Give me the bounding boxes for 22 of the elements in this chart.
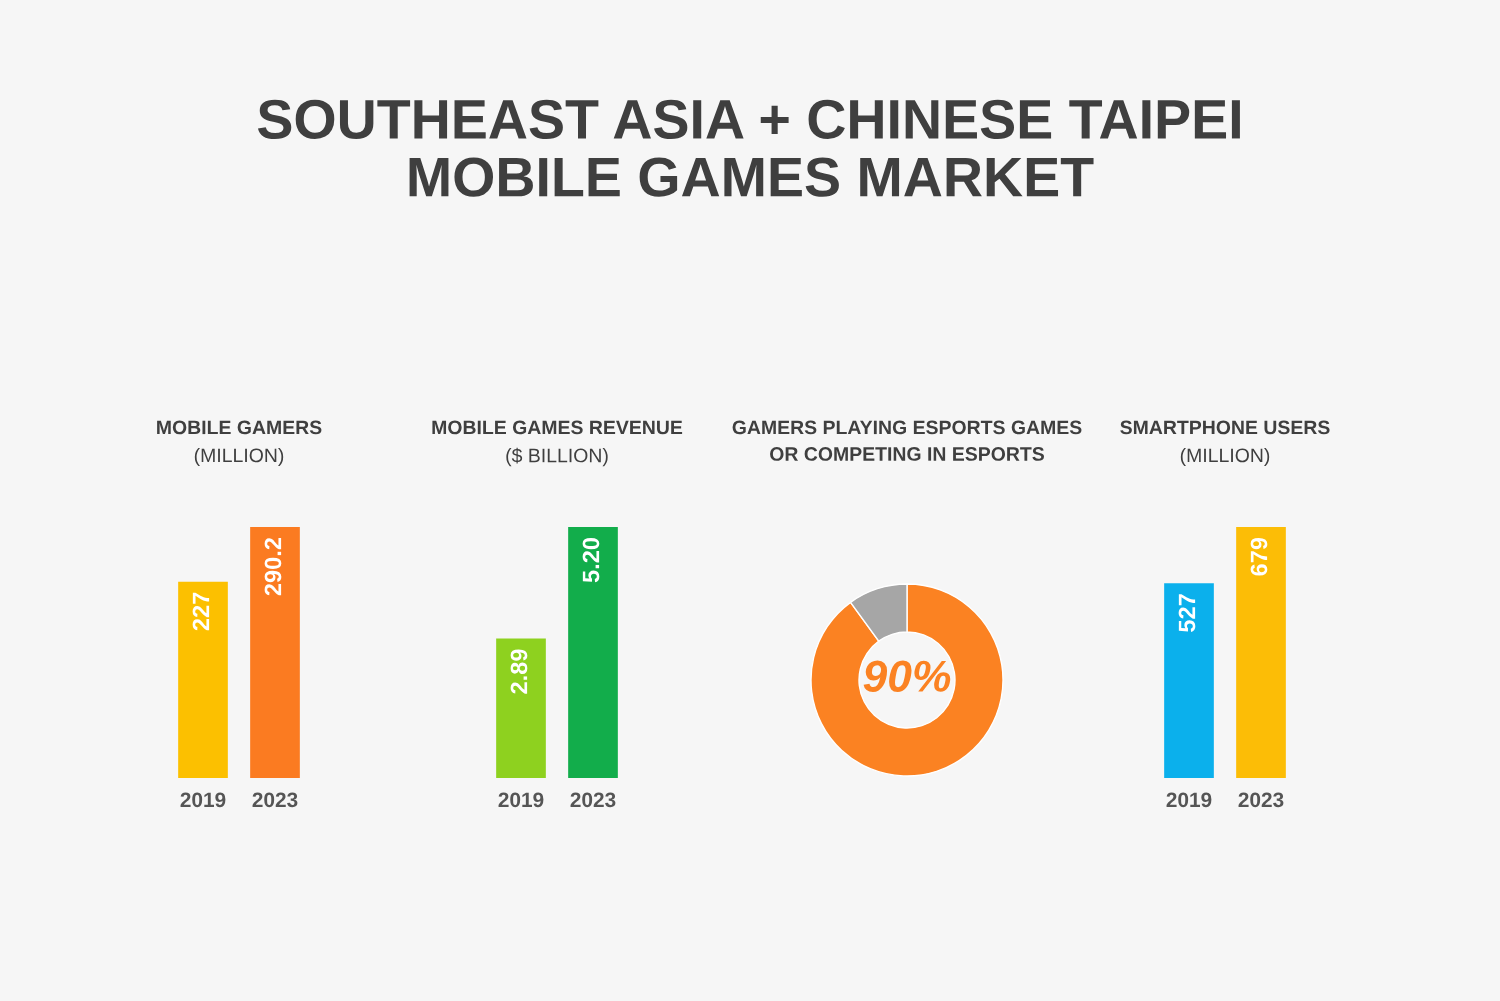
data-label: 5.20 (582, 538, 600, 583)
data-label: 90% (863, 660, 951, 692)
data-label: 527 (1178, 594, 1196, 632)
chart-subtitle: (MILLION) (1180, 447, 1270, 467)
text: SOUTHEAST ASIA + CHINESE TAIPEI MOBILE GAMES MARKET (257, 99, 1240, 197)
x-tick-label: 2019 (498, 792, 544, 808)
chart-title: MOBILE GAMERS (157, 420, 322, 435)
data-label: 2.89 (510, 649, 528, 694)
data-label: 227 (192, 592, 210, 631)
x-tick-label: 2023 (252, 792, 298, 808)
donut-slice (810, 583, 1004, 777)
chart-title: SMARTPHONE USERS (1120, 420, 1330, 435)
x-tick-label: 2019 (1166, 792, 1212, 808)
x-tick-label: 2019 (180, 792, 226, 808)
data-label: 290.2 (264, 537, 282, 596)
x-tick-label: 2023 (570, 792, 616, 808)
chart-title: GAMERS PLAYING ESPORTS GAMES OR COMPETING IN ESPORTS (732, 420, 1082, 461)
data-label: 679 (1250, 537, 1268, 576)
chart-subtitle: ($ BILLION) (506, 447, 608, 467)
chart-title: MOBILE GAMES REVENUE (432, 420, 683, 435)
x-tick-label: 2023 (1238, 792, 1284, 808)
chart-subtitle: (MILLION) (194, 447, 284, 467)
